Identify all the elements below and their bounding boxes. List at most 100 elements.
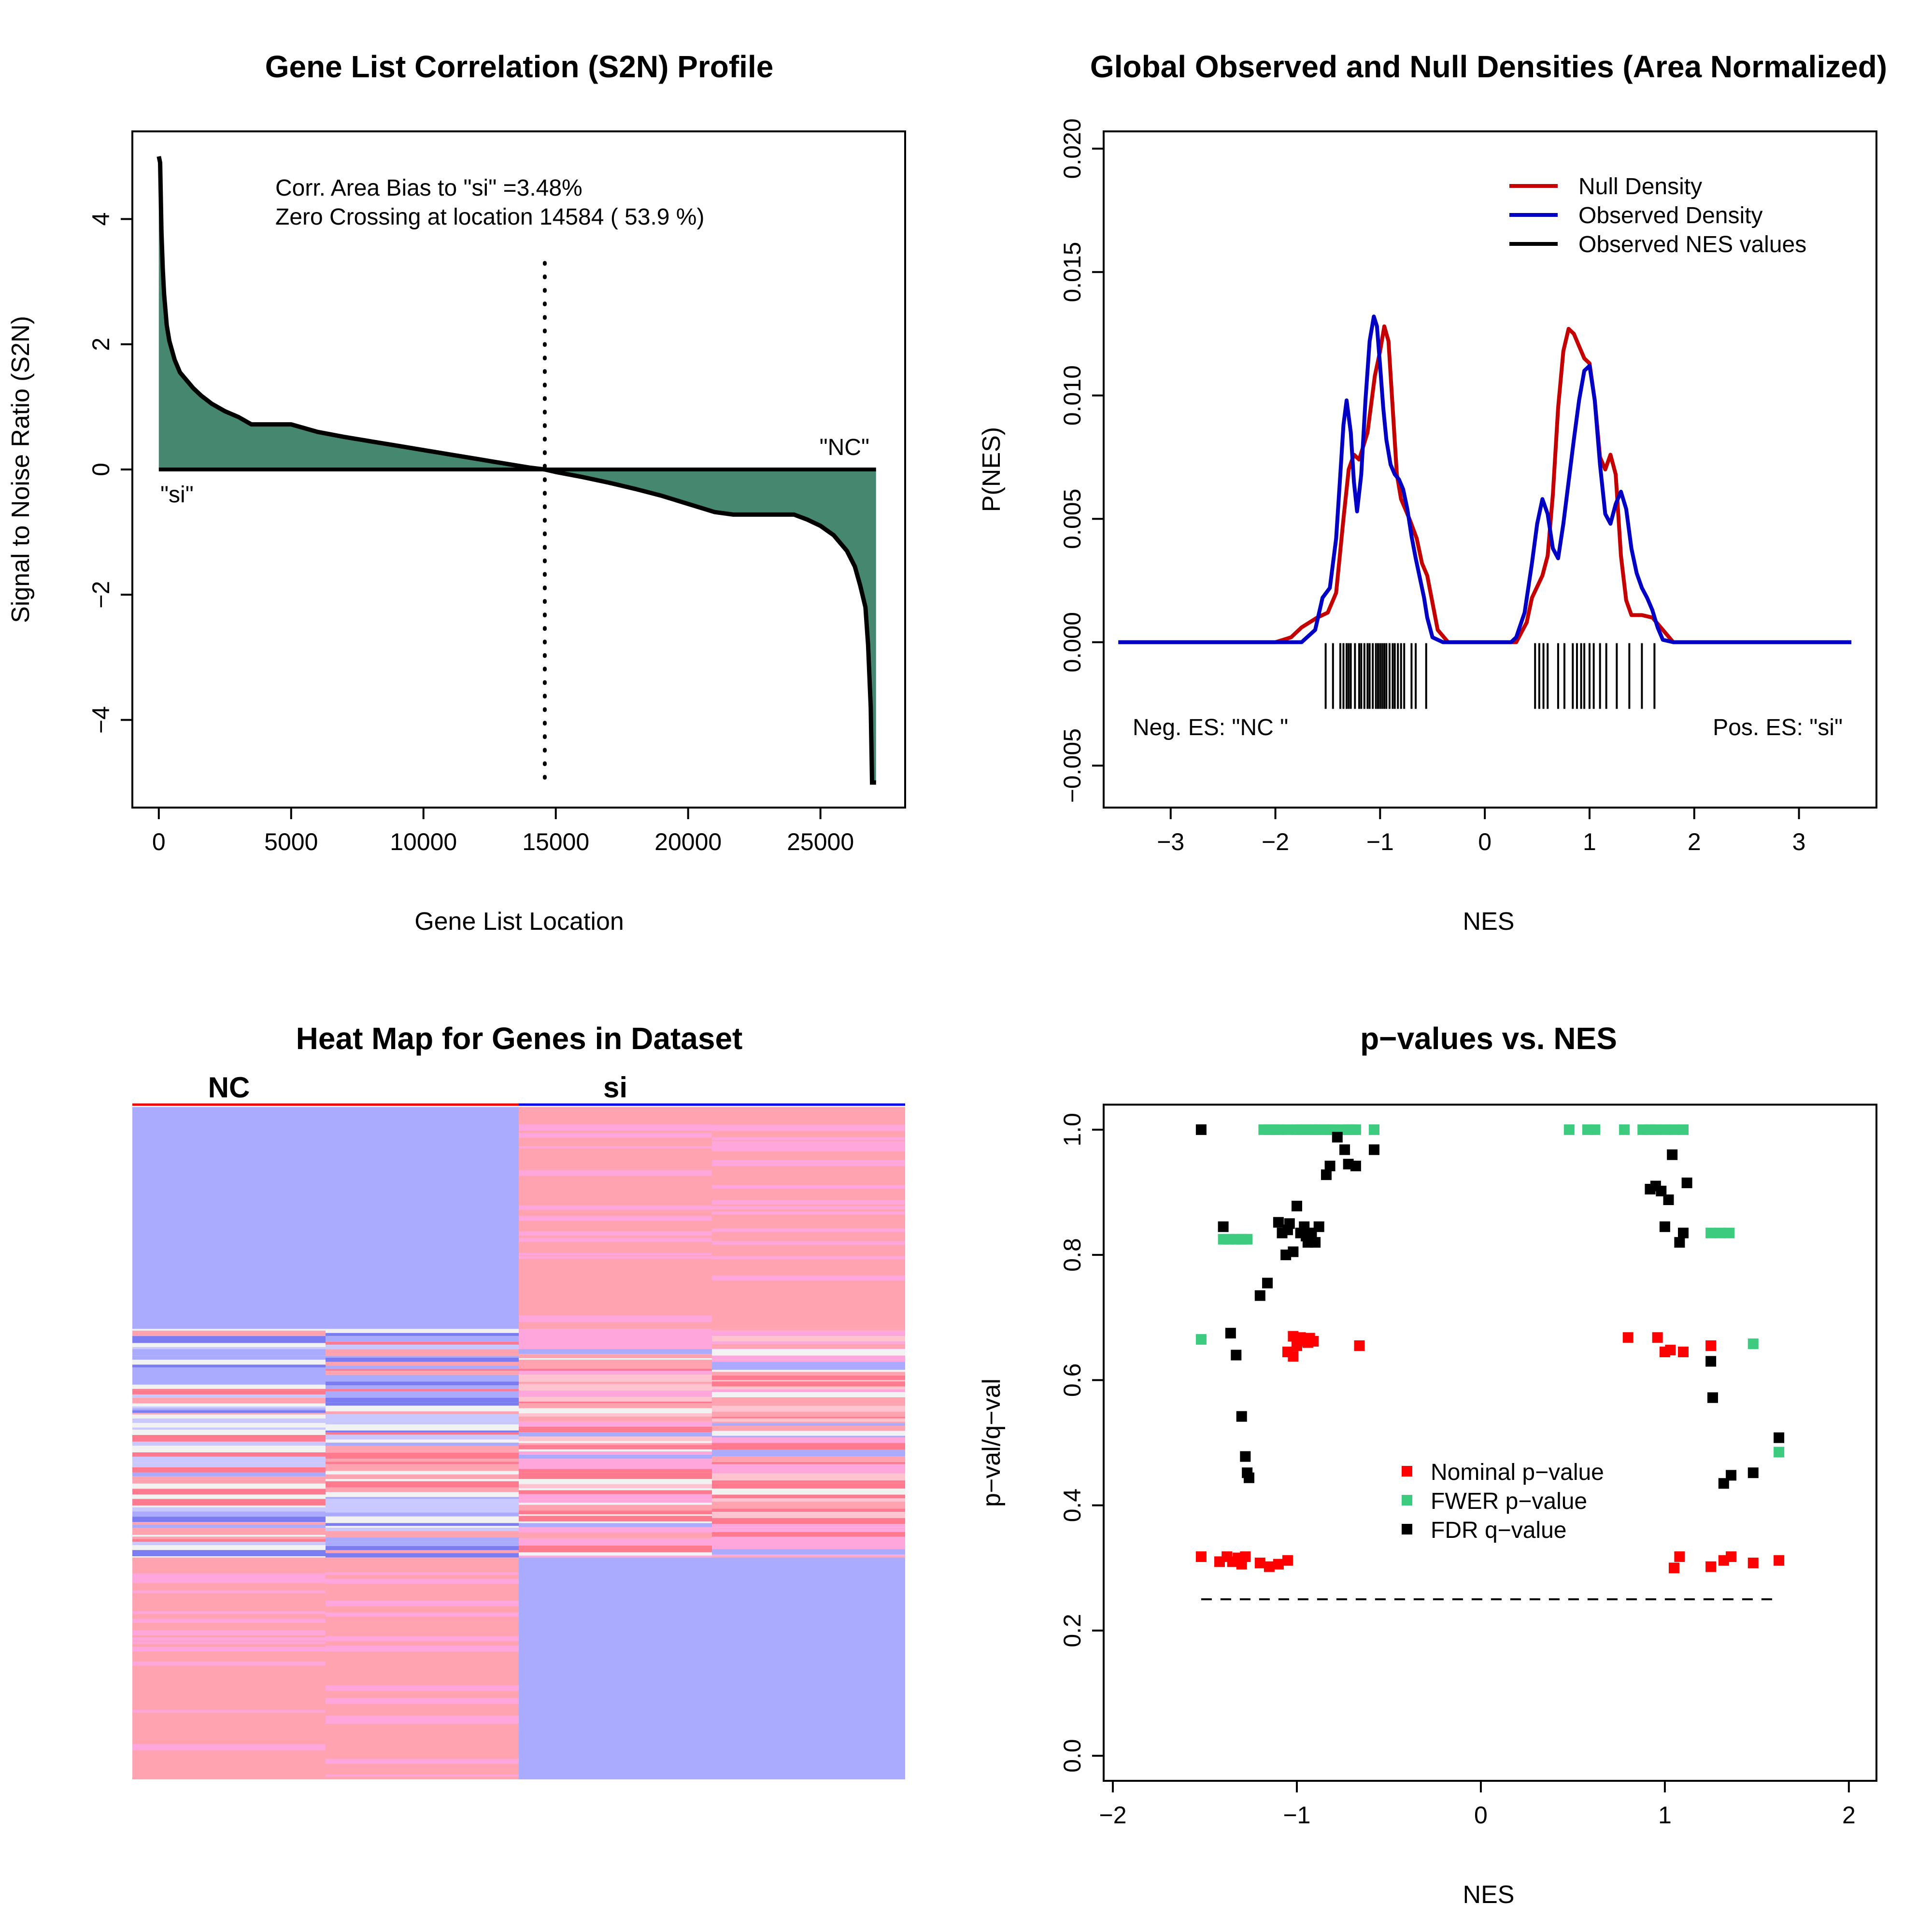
fwer-pvalue-point xyxy=(1774,1447,1785,1458)
heatmap-cell xyxy=(326,1481,519,1488)
s2n-y-tick-label: 0 xyxy=(87,463,114,476)
heatmap-cell xyxy=(132,1418,326,1423)
heatmap-cell xyxy=(712,1434,905,1436)
heatmap-cell xyxy=(712,1536,905,1543)
pvalues-y-tick-label: 0.8 xyxy=(1059,1238,1086,1272)
s2n-y-tick-label: 2 xyxy=(87,338,114,351)
heatmap-cell xyxy=(132,1505,326,1507)
heatmap-cell xyxy=(712,1386,905,1390)
heatmap-cell xyxy=(132,1536,326,1539)
s2n-y-axis-label: Signal to Noise Ratio (S2N) xyxy=(7,316,35,623)
s2n-y-tick-label: −4 xyxy=(87,706,114,734)
fdr-qvalue-point xyxy=(1707,1392,1718,1403)
legend-observed-nes-label: Observed NES values xyxy=(1578,232,1806,257)
fwer-pvalue-point xyxy=(1242,1234,1253,1245)
fdr-qvalue-point xyxy=(1321,1169,1332,1180)
fwer-pvalue-point xyxy=(1369,1124,1379,1135)
fdr-qvalue-point xyxy=(1705,1356,1717,1367)
nominal-pvalue-point xyxy=(1674,1551,1685,1562)
pvalues-legend: Nominal p−value FWER p−value FDR q−value xyxy=(1402,1460,1604,1543)
heatmap-cell xyxy=(132,1611,326,1614)
heatmap-cell xyxy=(132,1557,326,1779)
heatmap-cell xyxy=(132,1456,326,1463)
heatmap-cell xyxy=(132,1390,326,1395)
heatmap-cell xyxy=(519,1349,712,1354)
heatmap-cell xyxy=(712,1488,905,1495)
fwer-pvalue-point xyxy=(1619,1124,1630,1135)
heatmap-cell xyxy=(326,1527,519,1532)
legend-observed-density-label: Observed Density xyxy=(1578,203,1763,228)
s2n-right-class-label: "NC" xyxy=(820,435,869,460)
density-pos-es-label: Pos. ES: "si" xyxy=(1713,715,1843,740)
heatmap-cell xyxy=(519,1416,712,1421)
nominal-pvalue-point xyxy=(1354,1340,1365,1351)
heatmap-cell xyxy=(326,1550,519,1553)
heatmap-cell xyxy=(132,1662,326,1666)
fdr-qvalue-point xyxy=(1332,1132,1343,1143)
heatmap-cell xyxy=(519,1319,712,1322)
heatmap-cell xyxy=(326,1636,519,1642)
heatmap-cell xyxy=(132,1330,326,1336)
heatmap-cell xyxy=(519,1488,712,1491)
heatmap-cell xyxy=(326,1442,519,1446)
heatmap-cell xyxy=(712,1397,905,1404)
heatmap-cell xyxy=(326,1479,519,1481)
heatmap-cell xyxy=(326,1424,519,1431)
pvalues-y-tick-label: 0.6 xyxy=(1059,1364,1086,1397)
heatmap-cell xyxy=(326,1600,519,1606)
heatmap-cell xyxy=(519,1331,712,1337)
heatmap-cell xyxy=(712,1372,905,1376)
fdr-qvalue-point xyxy=(1195,1124,1207,1135)
heatmap-cell xyxy=(519,1421,712,1427)
heatmap-cell xyxy=(519,1256,712,1259)
heatmap-cell xyxy=(326,1523,519,1526)
heatmap-cell xyxy=(326,1546,519,1550)
heatmap-cell xyxy=(132,1430,326,1435)
s2n-marks xyxy=(156,156,876,785)
heatmap-cell xyxy=(712,1556,905,1558)
heatmap-cell xyxy=(132,1349,326,1356)
fdr-qvalue-point xyxy=(1273,1217,1284,1228)
heatmap-cell xyxy=(519,1426,712,1429)
heatmap-cell xyxy=(132,1336,326,1343)
heatmap-cell xyxy=(712,1498,905,1502)
heatmap-cell xyxy=(519,1533,712,1539)
heatmap-cell xyxy=(132,1376,326,1381)
heatmap-cell xyxy=(326,1432,519,1435)
heatmap-cell xyxy=(326,1542,519,1546)
heatmap-cell xyxy=(712,1107,905,1329)
s2n-x-tick-label: 20000 xyxy=(654,828,722,855)
heatmap-cell xyxy=(712,1329,905,1331)
heatmap-cell xyxy=(519,1555,712,1558)
heatmap-cell xyxy=(326,1414,519,1421)
heatmap-cell xyxy=(326,1474,519,1479)
heatmap-cell xyxy=(712,1411,905,1417)
heatmap-cell xyxy=(519,1451,712,1455)
heatmap-cell xyxy=(132,1446,326,1452)
heatmap-cell xyxy=(519,1510,712,1515)
fwer-pvalue-point xyxy=(1282,1124,1293,1135)
heatmap-cell xyxy=(519,1514,712,1516)
heatmap-cell xyxy=(132,1637,326,1641)
heatmap-cell xyxy=(132,1489,326,1495)
heatmap-cell xyxy=(326,1464,519,1471)
heatmap-cell xyxy=(326,1333,519,1336)
heatmap-cell xyxy=(132,1630,326,1635)
heatmap-cell xyxy=(712,1557,905,1779)
density-x-tick-label: 0 xyxy=(1478,828,1492,855)
nominal-pvalue-point xyxy=(1288,1351,1299,1362)
heatmap-cell xyxy=(519,1390,712,1397)
fdr-qvalue-point xyxy=(1313,1221,1324,1232)
heatmap-cell xyxy=(326,1531,519,1537)
heatmap-cell xyxy=(712,1362,905,1367)
heatmap-cell xyxy=(326,1341,519,1345)
heatmap-cell xyxy=(712,1512,905,1519)
heatmap-cell xyxy=(519,1527,712,1529)
heatmap-cell xyxy=(712,1349,905,1356)
fdr-qvalue-point xyxy=(1243,1472,1254,1483)
fdr-qvalue-point xyxy=(1254,1290,1265,1301)
pvalues-y-tick-label: 0.0 xyxy=(1059,1739,1086,1773)
heatmap-cell xyxy=(712,1480,905,1483)
s2n-x-tick-label: 0 xyxy=(152,828,166,855)
